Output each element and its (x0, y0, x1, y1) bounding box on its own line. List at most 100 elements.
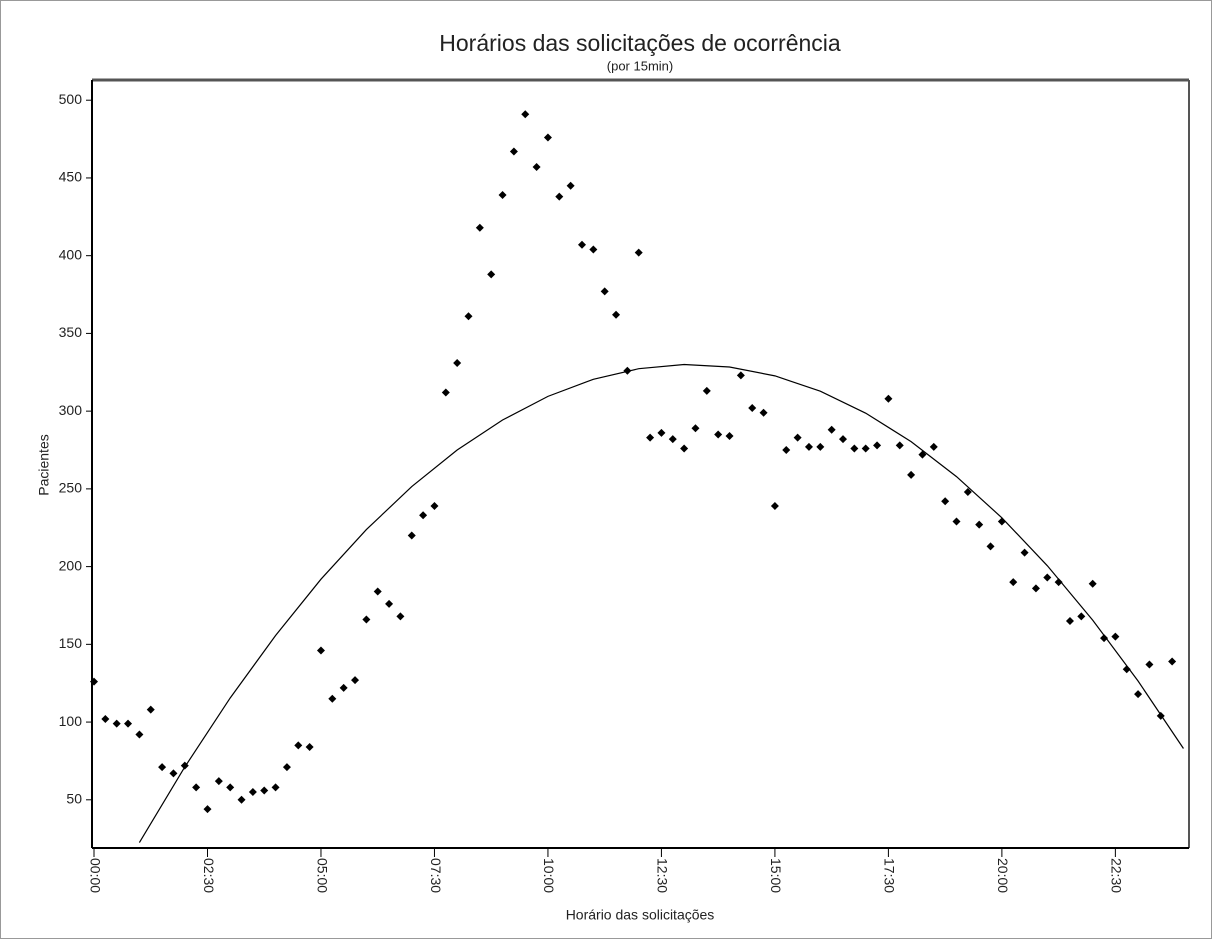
x-tick-label: 20:00 (995, 858, 1011, 893)
data-point (339, 683, 348, 692)
x-tick-label: 12:30 (655, 858, 671, 893)
data-point (146, 705, 155, 714)
data-point (714, 430, 723, 439)
x-tick-label: 05:00 (314, 858, 330, 893)
chart-subtitle: (por 15min) (607, 58, 673, 73)
data-point (1088, 579, 1097, 588)
data-point (816, 442, 825, 451)
data-point (521, 110, 530, 119)
data-point (1043, 573, 1052, 582)
data-point (1065, 617, 1074, 626)
data-point (555, 192, 564, 201)
data-point (986, 542, 995, 551)
data-point (169, 769, 178, 778)
data-point (861, 444, 870, 453)
y-tick-label: 300 (59, 402, 83, 418)
chart-title: Horários das solicitações de ocorrência (439, 30, 841, 56)
data-point (589, 245, 598, 254)
data-point (396, 612, 405, 621)
data-point (600, 287, 609, 296)
data-point (793, 433, 802, 442)
data-point (453, 358, 462, 367)
data-point (680, 444, 689, 453)
data-point (373, 587, 382, 596)
x-tick-label: 22:30 (1109, 858, 1125, 893)
data-point (203, 805, 212, 814)
data-point (237, 795, 246, 804)
data-point (135, 730, 144, 739)
data-point (929, 442, 938, 451)
data-point (328, 694, 337, 703)
data-point (827, 425, 836, 434)
data-point (419, 511, 428, 520)
data-point (782, 446, 791, 455)
data-point (192, 783, 201, 792)
data-point (316, 646, 325, 655)
y-tick-label: 50 (66, 791, 82, 807)
data-point (634, 248, 643, 257)
data-point (952, 517, 961, 526)
y-tick-label: 250 (59, 480, 83, 496)
data-point (1145, 660, 1154, 669)
data-point (1020, 548, 1029, 557)
data-point (748, 404, 757, 413)
data-point (1122, 665, 1131, 674)
y-tick-label: 500 (59, 91, 83, 107)
data-point (362, 615, 371, 624)
data-point (498, 191, 507, 200)
data-point (566, 181, 575, 190)
data-point (1009, 578, 1018, 587)
y-tick-label: 200 (59, 557, 83, 573)
data-point (487, 270, 496, 279)
data-point (124, 719, 133, 728)
data-point (691, 424, 700, 433)
data-point (1134, 690, 1143, 699)
data-point (282, 763, 291, 772)
data-point (702, 386, 711, 395)
data-point (464, 312, 473, 321)
data-point (351, 676, 360, 685)
data-point (725, 432, 734, 441)
data-point (226, 783, 235, 792)
data-point (214, 777, 223, 786)
y-tick-label: 150 (59, 635, 83, 651)
data-point (646, 433, 655, 442)
data-point (963, 487, 972, 496)
data-point (385, 599, 394, 608)
data-point (895, 441, 904, 450)
data-point (736, 371, 745, 380)
data-point (1031, 584, 1040, 593)
data-point (305, 742, 314, 751)
data-point (907, 470, 916, 479)
data-point (1054, 578, 1063, 587)
data-point (759, 408, 768, 417)
data-point (1100, 634, 1109, 643)
y-tick-label: 350 (59, 324, 83, 340)
data-point (941, 497, 950, 506)
data-point (975, 520, 984, 529)
data-point (475, 223, 484, 232)
x-tick-label: 07:30 (428, 858, 444, 893)
trend-line (138, 363, 1184, 843)
x-tick-label: 15:00 (768, 858, 784, 893)
y-tick-label: 450 (59, 169, 83, 185)
data-point (112, 719, 121, 728)
data-point (577, 240, 586, 249)
data-point (770, 501, 779, 510)
y-tick-label: 100 (59, 713, 83, 729)
data-point (1168, 657, 1177, 666)
x-tick-label: 02:30 (201, 858, 217, 893)
data-point (248, 788, 257, 797)
data-point (850, 444, 859, 453)
data-point (884, 394, 893, 403)
data-point (407, 531, 416, 540)
data-point (612, 310, 621, 319)
data-point (260, 786, 269, 795)
data-point (271, 783, 280, 792)
x-tick-label: 00:00 (87, 858, 103, 893)
y-axis-label: Pacientes (36, 434, 52, 495)
data-point (441, 388, 450, 397)
